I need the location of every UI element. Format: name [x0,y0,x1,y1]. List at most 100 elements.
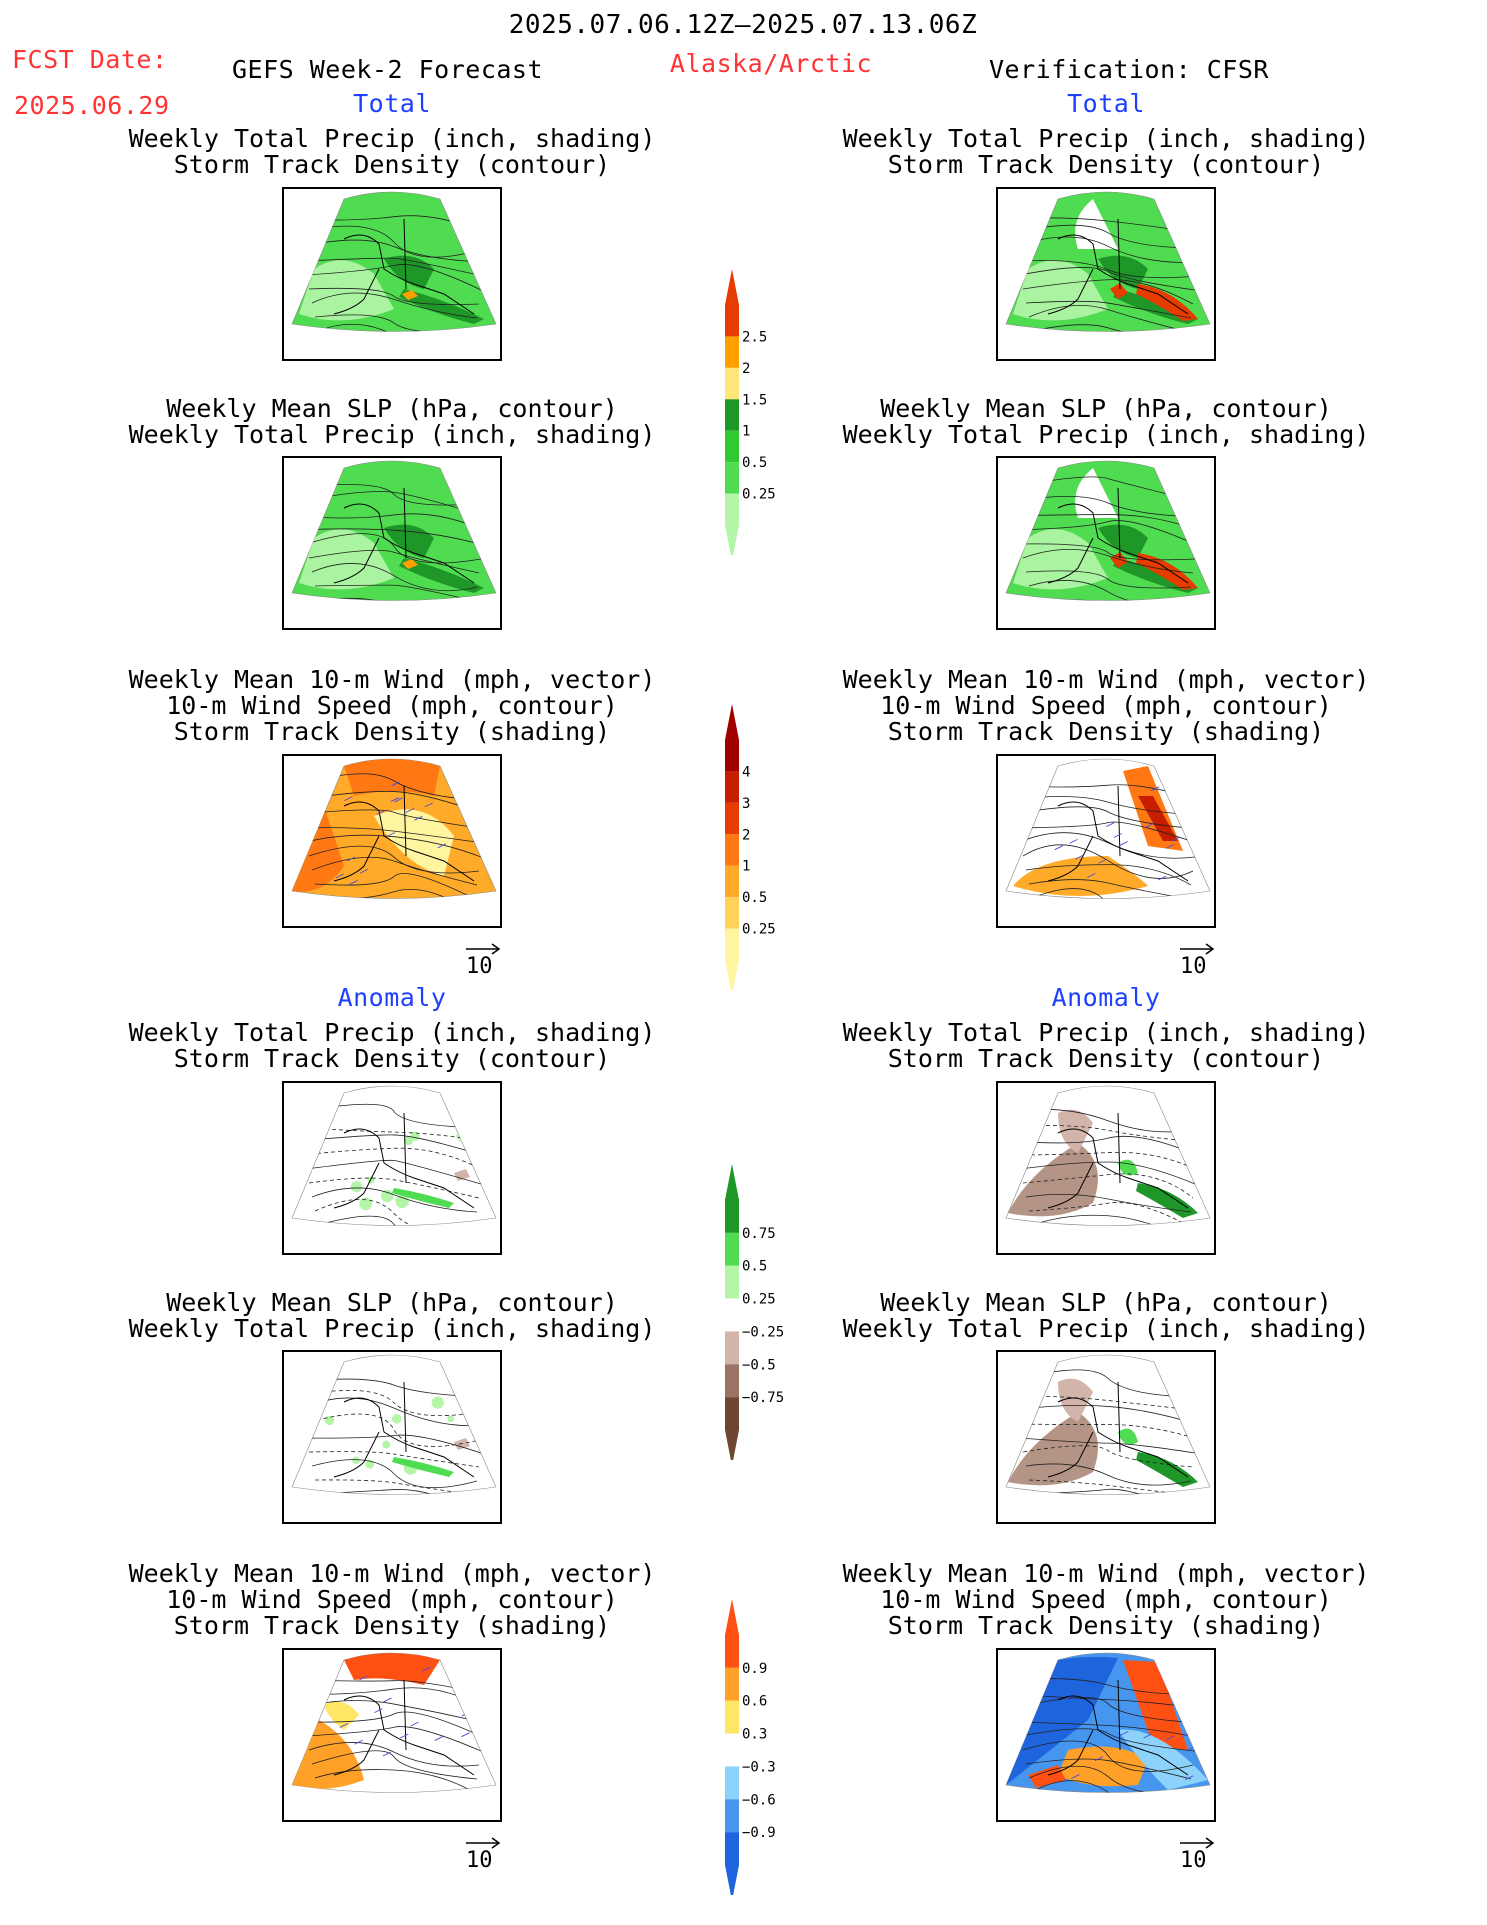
storm-anomaly-colorbar: 0.9 0.6 0.3 −0.3 −0.6 −0.9 [725,1599,776,1895]
panel-title-line: 10-m Wind Speed (mph, contour) [166,691,618,720]
reference-vector: 10 [464,942,504,978]
panel-title-line: Weekly Mean SLP (hPa, contour) [880,394,1332,423]
map-panel [996,187,1216,361]
panel-title-line: Storm Track Density (contour) [173,150,611,179]
colorbar-tick-label: 0.5 [742,455,767,471]
reference-vector: 10 [464,1836,504,1872]
colorbar-tick-label: −0.5 [742,1357,776,1373]
colorbar-segment [725,399,739,431]
colorbar-tick-label: 0.25 [742,1292,776,1308]
colorbar-segment [725,305,739,337]
panel-title-line: Weekly Mean 10-m Wind (mph, vector) [128,1559,656,1588]
map-panel [996,1081,1216,1255]
colorbar-segment [725,865,739,898]
map-panel [282,1350,502,1524]
product-title: GEFS Week-2 Forecast [232,55,544,84]
panel-title-line: Weekly Total Precip (inch, shading) [128,1018,656,1047]
colorbar-segment [725,1232,739,1266]
colorbar-segment [725,802,739,835]
colorbar-segment [725,740,739,772]
colorbar-segment [725,1733,739,1767]
colorbar-segment [725,834,739,866]
reference-vector-label: 10 [466,954,493,979]
panel-title-line: Weekly Mean SLP (hPa, contour) [166,394,618,423]
colorbar-segment [725,1799,739,1833]
colorbar-segment [725,336,739,368]
colorbar-top-cap [725,704,739,740]
colorbar-tick-label: 0.75 [742,1226,776,1242]
panel-title-line: Weekly Mean SLP (hPa, contour) [166,1288,618,1317]
colorbar-segment [725,1364,739,1398]
colorbar-tick-label: 4 [742,764,750,780]
reference-vector-label: 10 [1180,1848,1207,1873]
colorbar-tick-label: 0.9 [742,1661,767,1677]
panel-title-line: Weekly Total Precip (inch, shading) [842,1314,1370,1343]
precip-anomaly-colorbar: 0.75 0.5 0.25 −0.25 −0.5 −0.75 [725,1164,784,1460]
section-total-right: Total [1067,89,1145,118]
colorbar-top-cap [725,1599,739,1635]
reference-vector-label: 10 [1180,954,1207,979]
colorbar-tick-label: −0.6 [742,1792,776,1808]
colorbar-tick-label: −0.75 [742,1390,784,1406]
panel-title-line: Weekly Mean 10-m Wind (mph, vector) [842,665,1370,694]
colorbar-tick-label: 0.3 [742,1727,767,1743]
verification-title: Verification: CFSR [989,55,1269,84]
colorbar-segment [725,897,739,929]
colorbar-bottom-cap [725,1430,739,1460]
panel-title-line: Weekly Total Precip (inch, shading) [842,420,1370,449]
map-panel [282,1648,502,1822]
reference-vector-label: 10 [466,1848,493,1873]
map-panel [996,754,1216,928]
panel-title-line: Storm Track Density (shading) [173,1611,611,1640]
colorbar-tick-label: 2 [742,361,750,377]
map-panel [282,456,502,630]
map-panel [996,1648,1216,1822]
colorbar-segment [725,771,739,803]
section-total-left: Total [353,89,431,118]
section-anomaly-left: Anomaly [337,983,447,1012]
colorbar-tick-label: 2 [742,827,750,843]
panel-title-line: Storm Track Density (shading) [887,717,1325,746]
colorbar-tick-label: 0.5 [742,1259,767,1275]
panel-title-line: Weekly Total Precip (inch, shading) [842,124,1370,153]
colorbar-bottom-cap [725,960,739,990]
panel-title-line: Storm Track Density (contour) [887,1044,1325,1073]
colorbar-segment [725,1397,739,1430]
colorbar-segment [725,1832,739,1865]
colorbar-tick-label: −0.3 [742,1759,776,1775]
colorbar-segment [725,367,739,400]
colorbar-segment [725,462,739,494]
colorbar-tick-label: 1 [742,859,750,875]
colorbar-tick-label: 3 [742,796,750,812]
panel-title-line: Storm Track Density (contour) [887,150,1325,179]
panel-title-line: Weekly Mean 10-m Wind (mph, vector) [128,665,656,694]
panel-title-line: 10-m Wind Speed (mph, contour) [880,691,1332,720]
panel-title-line: 10-m Wind Speed (mph, contour) [880,1585,1332,1614]
colorbar-tick-label: 0.6 [742,1694,767,1710]
section-anomaly-right: Anomaly [1051,983,1161,1012]
colorbar-tick-label: 0.25 [742,922,776,938]
colorbar-segment [725,1766,739,1800]
colorbar-segment [725,1331,739,1365]
colorbar-segment [725,1635,739,1668]
colorbar-segment [725,1200,739,1233]
panel-title-line: Weekly Total Precip (inch, shading) [128,124,656,153]
colorbar-tick-label: 1.5 [742,392,767,408]
period-title: 2025.07.06.12Z–2025.07.13.06Z [508,10,978,40]
storm-track-colorbar: 4 3 2 1 0.5 0.25 [725,704,776,990]
panel-title-line: Weekly Mean 10-m Wind (mph, vector) [842,1559,1370,1588]
colorbar-tick-label: −0.25 [742,1324,784,1340]
map-panel [282,754,502,928]
colorbar-tick-label: 2.5 [742,329,767,345]
map-panel [282,187,502,361]
panel-title-line: Storm Track Density (shading) [887,1611,1325,1640]
colorbar-segment [725,1298,739,1332]
colorbar-bottom-cap [725,1865,739,1895]
panel-title-line: Weekly Total Precip (inch, shading) [128,1314,656,1343]
panel-title-line: Storm Track Density (contour) [173,1044,611,1073]
colorbar-bottom-cap [725,525,739,555]
colorbar-segment [725,493,739,525]
panel-title-line: Weekly Total Precip (inch, shading) [128,420,656,449]
colorbar-tick-label: 0.5 [742,890,767,906]
colorbar-top-cap [725,269,739,305]
